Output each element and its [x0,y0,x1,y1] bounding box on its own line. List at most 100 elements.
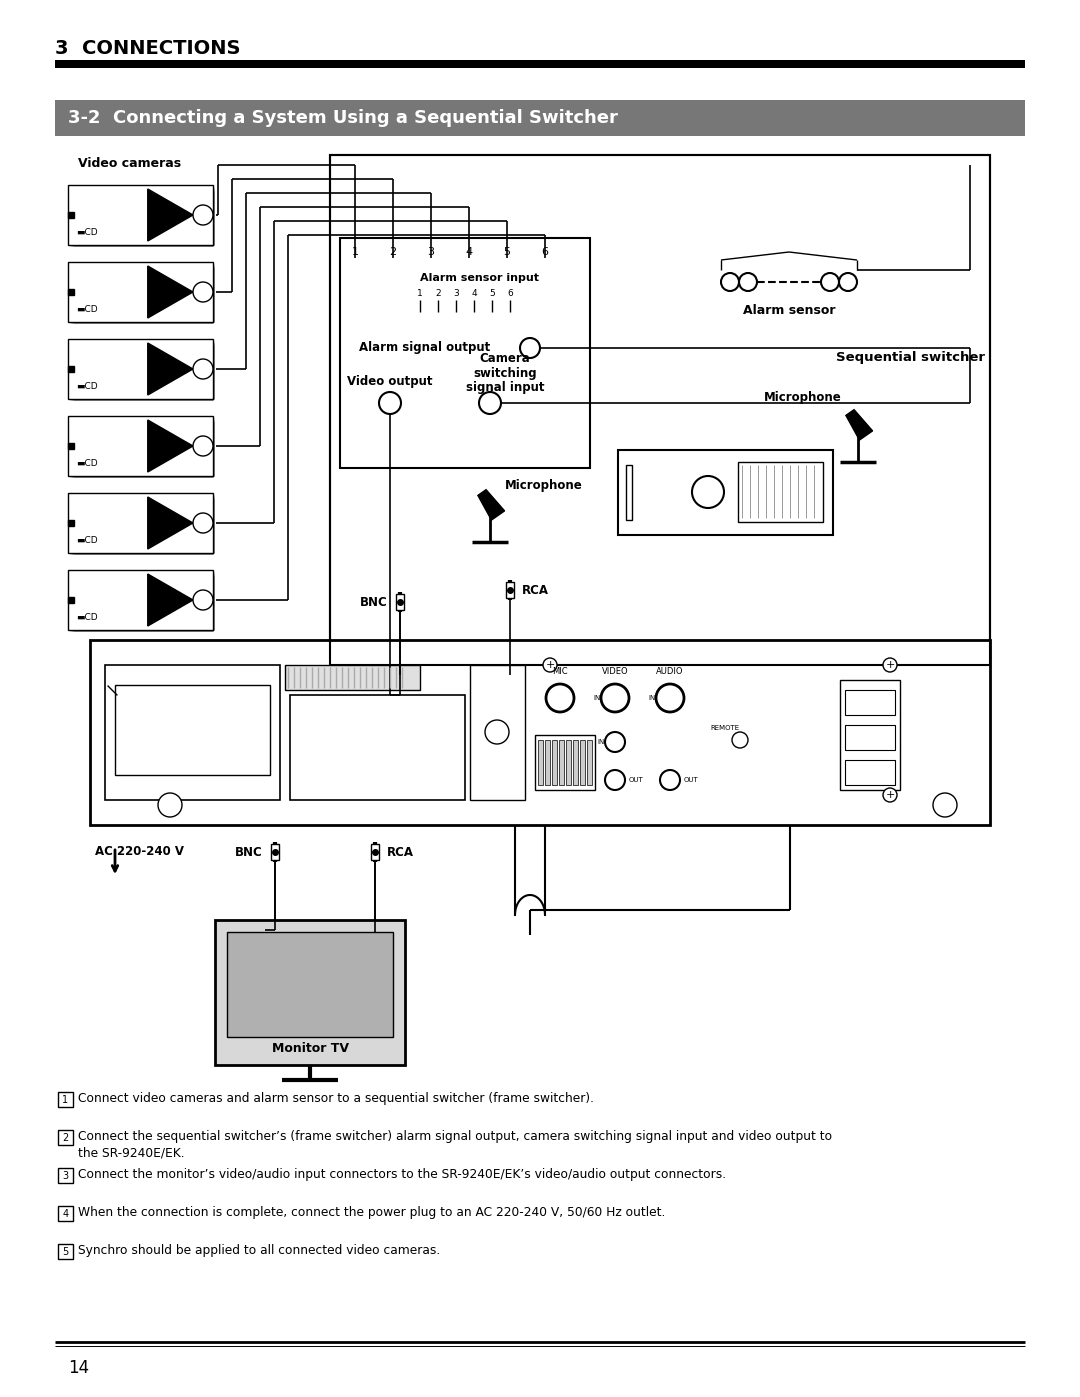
Bar [114,685,270,775]
Text: +: + [886,659,894,671]
Polygon shape [148,189,193,242]
Bar [58,1243,73,1259]
Text: 3: 3 [428,247,434,257]
Circle shape [485,719,509,745]
Text: 4: 4 [465,247,473,257]
Text: IN: IN [593,694,600,701]
Text: 2: 2 [63,1133,69,1143]
Circle shape [550,745,570,766]
Circle shape [605,732,625,752]
Text: Video output: Video output [348,374,433,387]
Text: ▬CD: ▬CD [76,381,97,391]
Text: RCA: RCA [522,584,549,597]
Circle shape [721,272,739,291]
Circle shape [821,272,839,291]
Bar [291,694,465,800]
Bar [72,420,213,476]
Bar [58,1092,73,1106]
Text: 5: 5 [63,1248,69,1257]
Polygon shape [148,420,193,472]
Bar [68,184,213,244]
Bar [396,594,404,610]
Polygon shape [846,409,873,440]
Bar [70,418,213,476]
Bar [330,155,990,665]
Circle shape [480,393,501,414]
Bar [566,740,571,785]
Bar [75,345,213,400]
Circle shape [193,436,213,455]
Bar [626,465,632,520]
Circle shape [543,658,557,672]
Text: 14: 14 [68,1359,90,1377]
Text: MIC: MIC [552,668,568,676]
Circle shape [933,793,957,817]
Bar [55,60,1025,68]
Bar [588,740,592,785]
Text: 3-2  Connecting a System Using a Sequential Switcher: 3-2 Connecting a System Using a Sequenti… [68,109,618,127]
Text: 2: 2 [390,247,396,257]
Text: 1: 1 [351,247,359,257]
Circle shape [839,272,858,291]
Circle shape [193,282,213,302]
Bar [72,265,213,321]
Bar [372,844,379,861]
Bar [75,268,213,321]
Bar [580,740,585,785]
Bar [68,570,213,630]
Bar [68,263,213,321]
Bar [285,665,420,690]
Bar [70,187,213,244]
Bar [470,665,525,800]
Circle shape [193,513,213,534]
Bar [68,416,213,476]
Text: 3  CONNECTIONS: 3 CONNECTIONS [55,39,241,57]
Circle shape [656,685,684,712]
Text: Alarm sensor: Alarm sensor [743,305,835,317]
Bar [90,640,990,826]
Circle shape [546,685,573,712]
Bar [573,740,578,785]
Text: Connect the monitor’s video/audio input connectors to the SR-9240E/EK’s video/au: Connect the monitor’s video/audio input … [78,1168,726,1180]
Bar [70,264,213,321]
Bar [271,844,279,861]
Polygon shape [148,497,193,549]
Bar [72,189,213,244]
Bar [58,1206,73,1221]
Text: BNC: BNC [361,595,388,609]
Text: 1: 1 [417,289,423,299]
Text: +: + [886,789,894,800]
Bar [75,499,213,553]
Circle shape [660,770,680,789]
Text: Alarm sensor input: Alarm sensor input [420,272,540,284]
Bar [227,932,393,1037]
Circle shape [158,793,183,817]
Circle shape [883,658,897,672]
Text: OUT: OUT [684,777,699,782]
Bar [507,583,514,598]
Bar [330,155,990,665]
Circle shape [600,685,629,712]
Text: Connect the sequential switcher’s (frame switcher) alarm signal output, camera s: Connect the sequential switcher’s (frame… [78,1130,832,1160]
Text: Alarm signal output: Alarm signal output [360,341,490,355]
Bar [215,921,405,1065]
Text: 4: 4 [63,1208,68,1220]
Text: IN: IN [648,694,656,701]
Bar [545,740,550,785]
Bar [75,191,213,244]
Circle shape [692,476,724,509]
Bar [58,1168,73,1183]
Bar [68,339,213,400]
Circle shape [193,590,213,610]
Bar [845,760,895,785]
Text: ▬CD: ▬CD [76,613,97,622]
Bar [55,101,1025,136]
Text: 5: 5 [503,247,511,257]
Polygon shape [148,574,193,626]
Text: Connect video cameras and alarm sensor to a sequential switcher (frame switcher): Connect video cameras and alarm sensor t… [78,1092,594,1105]
Bar [738,462,823,522]
Bar [70,571,213,630]
Bar [68,493,213,553]
Circle shape [739,272,757,291]
Bar [538,740,543,785]
